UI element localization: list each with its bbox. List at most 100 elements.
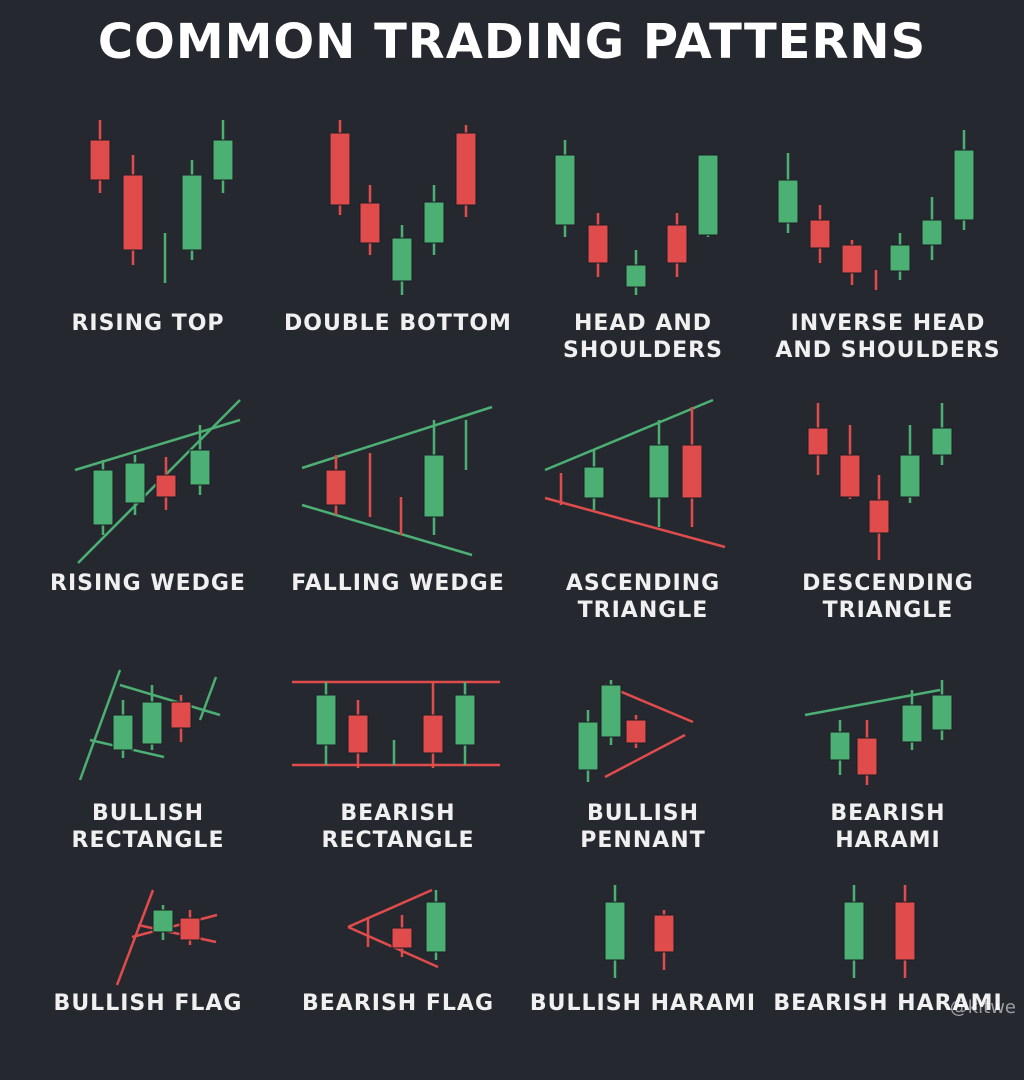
candle-body (901, 704, 923, 743)
candlestick (391, 915, 413, 957)
candle-body (124, 462, 146, 504)
candle-body (868, 499, 890, 534)
candle-body (391, 237, 413, 282)
pattern-ascending-triangle: ASCENDING TRIANGLE (515, 395, 771, 665)
candle-body (856, 737, 878, 776)
candle-body (112, 714, 134, 751)
candle-body (359, 202, 381, 244)
candlestick (583, 450, 605, 510)
candle-body (423, 454, 445, 518)
candlestick (455, 125, 477, 217)
candlestick (697, 154, 719, 237)
pattern-chart (804, 680, 953, 785)
candle-body (425, 901, 447, 953)
page-title: COMMON TRADING PATTERNS (97, 14, 927, 70)
candlestick (359, 185, 381, 255)
candlestick (843, 885, 865, 978)
pattern-label-line: BEARISH (340, 801, 456, 826)
candlestick (899, 425, 921, 503)
pattern-label: DESCENDING TRIANGLE (760, 570, 1016, 624)
trend-line (804, 688, 941, 717)
candle-body (423, 201, 445, 244)
pattern-bearish-harami-top: BEARISH HARAMI (760, 660, 1016, 930)
candlestick (653, 910, 675, 970)
trend-line (119, 683, 221, 717)
candle-body (600, 684, 622, 738)
trend-line (347, 888, 433, 929)
candle-body (653, 914, 675, 953)
candlestick (681, 407, 703, 527)
pattern-chart (292, 680, 500, 768)
candlestick (777, 153, 799, 233)
candlestick (809, 205, 831, 263)
candlestick (170, 695, 192, 742)
candlestick (577, 710, 599, 782)
pattern-label-line: BEARISH HARAMI (773, 991, 1003, 1016)
candlestick (841, 240, 863, 285)
candlestick (625, 250, 647, 295)
candle-body (155, 474, 177, 498)
trend-line (137, 923, 217, 944)
candlestick (315, 682, 337, 765)
candlestick (92, 460, 114, 535)
candlestick (89, 120, 111, 193)
pattern-label: RISING TOP (20, 310, 276, 337)
pattern-label-line: AND SHOULDERS (775, 338, 1001, 363)
candlestick (600, 680, 622, 745)
candlestick (829, 720, 851, 775)
trend-line (544, 496, 726, 549)
candlestick (587, 213, 609, 277)
candlestick (666, 213, 688, 277)
pattern-label-line: HEAD AND (573, 311, 713, 336)
pattern-label: BEARISH RECTANGLE (270, 800, 526, 854)
pattern-rising-top: RISING TOP (20, 105, 276, 375)
candlestick (839, 425, 861, 499)
candle-body (170, 701, 192, 729)
candlestick (454, 682, 476, 765)
pattern-label: BULLISH RECTANGLE (20, 800, 276, 854)
pattern-label: BULLISH PENNANT (515, 800, 771, 854)
candle-body (843, 901, 865, 961)
candle-body (931, 427, 953, 456)
candlestick (152, 905, 174, 940)
candle-body (422, 714, 444, 754)
pattern-chart (74, 399, 241, 564)
candle-body (179, 917, 201, 941)
pattern-label-line: BEARISH (830, 801, 946, 826)
pattern-label: FALLING WEDGE (270, 570, 526, 597)
pattern-chart (329, 120, 477, 295)
pattern-bullish-harami: BULLISH HARAMI (515, 880, 771, 1024)
candlestick (807, 403, 829, 475)
pattern-bullish-flag: BULLISH FLAG (20, 880, 276, 1024)
pattern-label-line: BULLISH (91, 801, 205, 826)
candle-body (604, 901, 626, 961)
pattern-chart (807, 403, 953, 560)
candle-body (583, 466, 605, 499)
trend-line (131, 913, 218, 939)
candlestick (212, 120, 234, 193)
candlestick (122, 155, 144, 265)
watermark: @kitwe (949, 997, 1016, 1018)
pattern-label-line: DOUBLE BOTTOM (284, 311, 512, 336)
candle-body (953, 149, 975, 221)
pattern-rising-wedge: RISING WEDGE (20, 395, 276, 665)
candle-body (329, 132, 351, 206)
candlestick (155, 457, 177, 510)
candle-body (648, 444, 670, 499)
pattern-chart (347, 888, 447, 969)
candle-body (809, 219, 831, 249)
pattern-label-line: BEARISH FLAG (302, 991, 494, 1016)
pattern-chart (577, 680, 694, 782)
candlestick (423, 185, 445, 255)
candlestick (391, 225, 413, 295)
candle-body (625, 719, 647, 744)
candlestick (901, 690, 923, 750)
pattern-chart (604, 885, 675, 978)
pattern-label-line: FALLING WEDGE (291, 571, 505, 596)
candlestick (124, 455, 146, 515)
pattern-bearish-rectangle: BEARISH RECTANGLE (270, 660, 526, 930)
pattern-label: BEARISH HARAMI (760, 990, 1016, 1017)
candlestick (189, 425, 211, 495)
pattern-label-line: PENNANT (580, 828, 706, 853)
candlestick (931, 680, 953, 740)
